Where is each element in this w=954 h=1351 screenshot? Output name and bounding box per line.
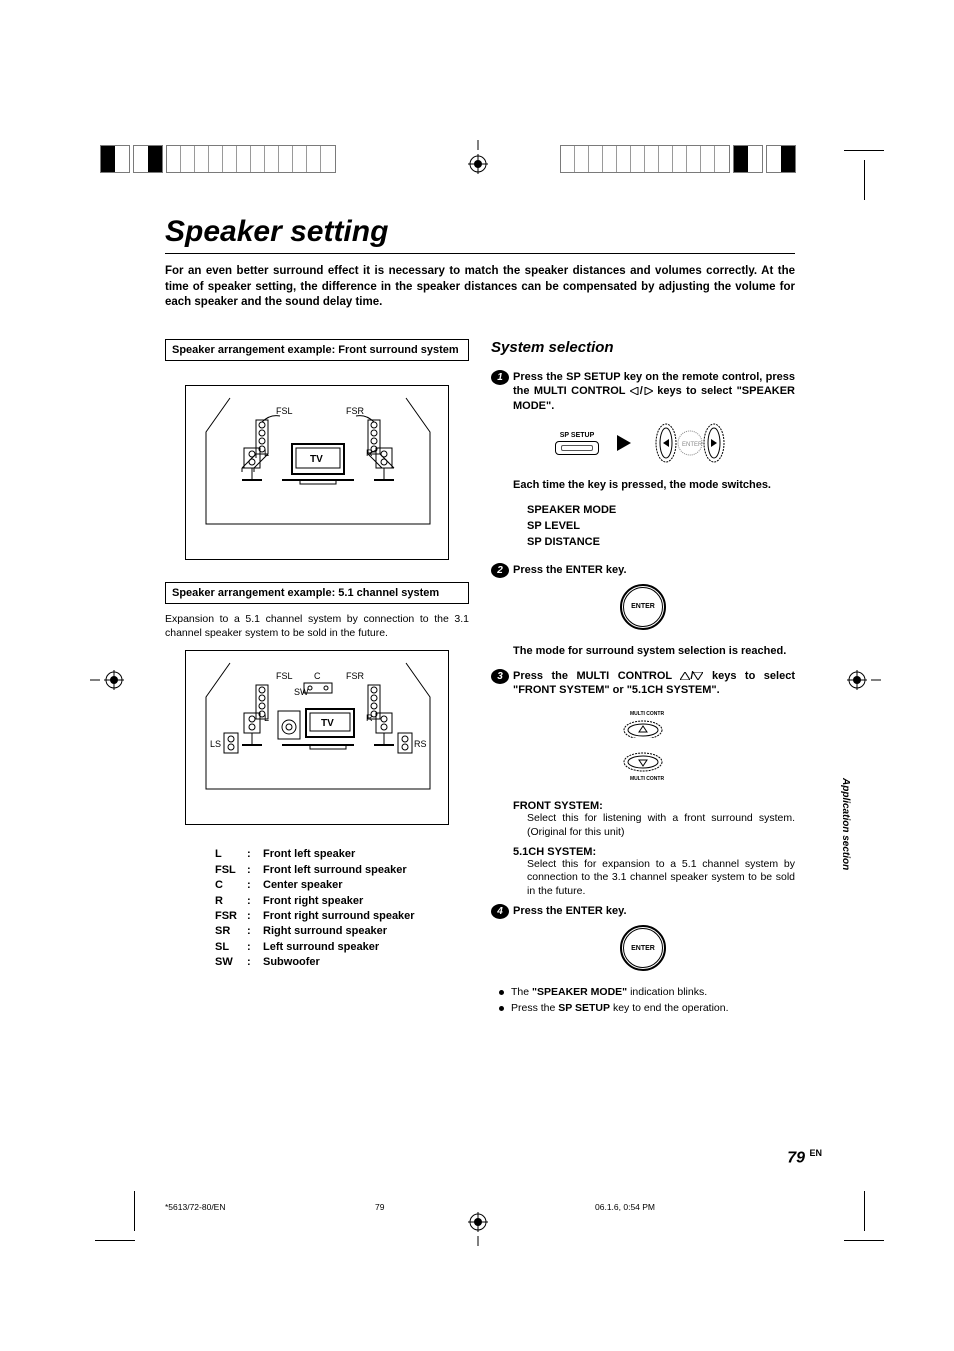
reg-target-right bbox=[845, 670, 881, 693]
reg-center-top bbox=[468, 140, 488, 179]
notes-list: The "SPEAKER MODE" indication blinks. Pr… bbox=[499, 985, 795, 1017]
svg-text:MULTI CONTROL: MULTI CONTROL bbox=[630, 711, 664, 717]
legend: L:Front left speaker FSL:Front left surr… bbox=[215, 847, 469, 970]
step2-note: The mode for surround system selection i… bbox=[513, 644, 795, 659]
page-number: 79 EN bbox=[787, 1148, 822, 1167]
corner-bl-mark bbox=[95, 1191, 155, 1251]
mode-list: SPEAKER MODE SP LEVEL SP DISTANCE bbox=[527, 503, 795, 551]
sp-setup-label: SP SETUP bbox=[555, 432, 599, 439]
front-system-body: Select this for listening with a front s… bbox=[527, 812, 795, 839]
svg-text:ENTER: ENTER bbox=[682, 442, 703, 448]
svg-text:FSL: FSL bbox=[276, 671, 293, 681]
svg-text:SW: SW bbox=[294, 687, 309, 697]
51ch-head: 5.1CH SYSTEM: bbox=[513, 846, 795, 858]
svg-text:C: C bbox=[314, 671, 321, 681]
enter-button-icon-2: ENTER bbox=[620, 925, 666, 971]
left-column: Speaker arrangement example: Front surro… bbox=[165, 339, 469, 1017]
reg-center-bot bbox=[468, 1210, 488, 1249]
updown-icons: MULTI CONTROL MULTI CONTROL bbox=[491, 708, 795, 782]
intro-text: For an even better surround effect it is… bbox=[165, 264, 795, 311]
svg-text:TV: TV bbox=[321, 718, 334, 729]
sp-setup-button-icon bbox=[555, 441, 599, 455]
51ch-body: Select this for expansion to a 5.1 chann… bbox=[527, 858, 795, 899]
expansion-note: Expansion to a 5.1 channel system by con… bbox=[165, 612, 469, 640]
diagram-51ch: FSL C FSR SW LS RS bbox=[185, 650, 449, 825]
svg-text:MULTI CONTROL: MULTI CONTROL bbox=[630, 776, 664, 782]
front-system-head: FRONT SYSTEM: bbox=[513, 800, 795, 812]
page-title: Speaker setting bbox=[165, 215, 795, 249]
box-label-2: Speaker arrangement example: 5.1 channel… bbox=[165, 582, 469, 604]
title-rule bbox=[165, 253, 795, 254]
section-heading: System selection bbox=[491, 339, 795, 356]
step-3: 3 Press the MULTI CONTROL / keys to sele… bbox=[491, 669, 795, 699]
reg-top-left bbox=[100, 145, 336, 173]
reg-target-left bbox=[90, 670, 126, 693]
side-tab: Application section bbox=[840, 778, 851, 870]
svg-text:LS: LS bbox=[210, 739, 221, 749]
right-column: System selection 1 Press the SP SETUP ke… bbox=[491, 339, 795, 1017]
box-label-1: Speaker arrangement example: Front surro… bbox=[165, 339, 469, 361]
step-1: 1 Press the SP SETUP key on the remote c… bbox=[491, 370, 795, 415]
enter-button-icon: ENTER bbox=[620, 584, 666, 630]
svg-text:TV: TV bbox=[310, 454, 323, 465]
svg-text:L: L bbox=[264, 713, 269, 723]
step1-note: Each time the key is pressed, the mode s… bbox=[513, 478, 795, 493]
step-4: 4 Press the ENTER key. bbox=[491, 904, 795, 919]
diagram-front-surround: FSL FSR L R TV bbox=[185, 385, 449, 560]
sp-setup-row: SP SETUP ENTER bbox=[491, 422, 795, 464]
footer: *5613/72-80/EN 79 06.1.6, 0:54 PM bbox=[165, 1202, 805, 1212]
dpad-icon: ENTER bbox=[649, 422, 731, 464]
svg-text:FSR: FSR bbox=[346, 671, 365, 681]
svg-text:R: R bbox=[366, 713, 373, 723]
svg-text:L: L bbox=[264, 448, 269, 458]
arrow-right-icon bbox=[617, 435, 631, 451]
svg-text:FSR: FSR bbox=[346, 406, 365, 416]
corner-br-mark bbox=[824, 1191, 884, 1251]
reg-top-right bbox=[560, 145, 796, 173]
svg-text:FSL: FSL bbox=[276, 406, 293, 416]
corner-tr-mark bbox=[824, 140, 884, 200]
svg-text:R: R bbox=[366, 448, 373, 458]
step-2: 2 Press the ENTER key. bbox=[491, 563, 795, 578]
svg-text:RS: RS bbox=[414, 739, 427, 749]
